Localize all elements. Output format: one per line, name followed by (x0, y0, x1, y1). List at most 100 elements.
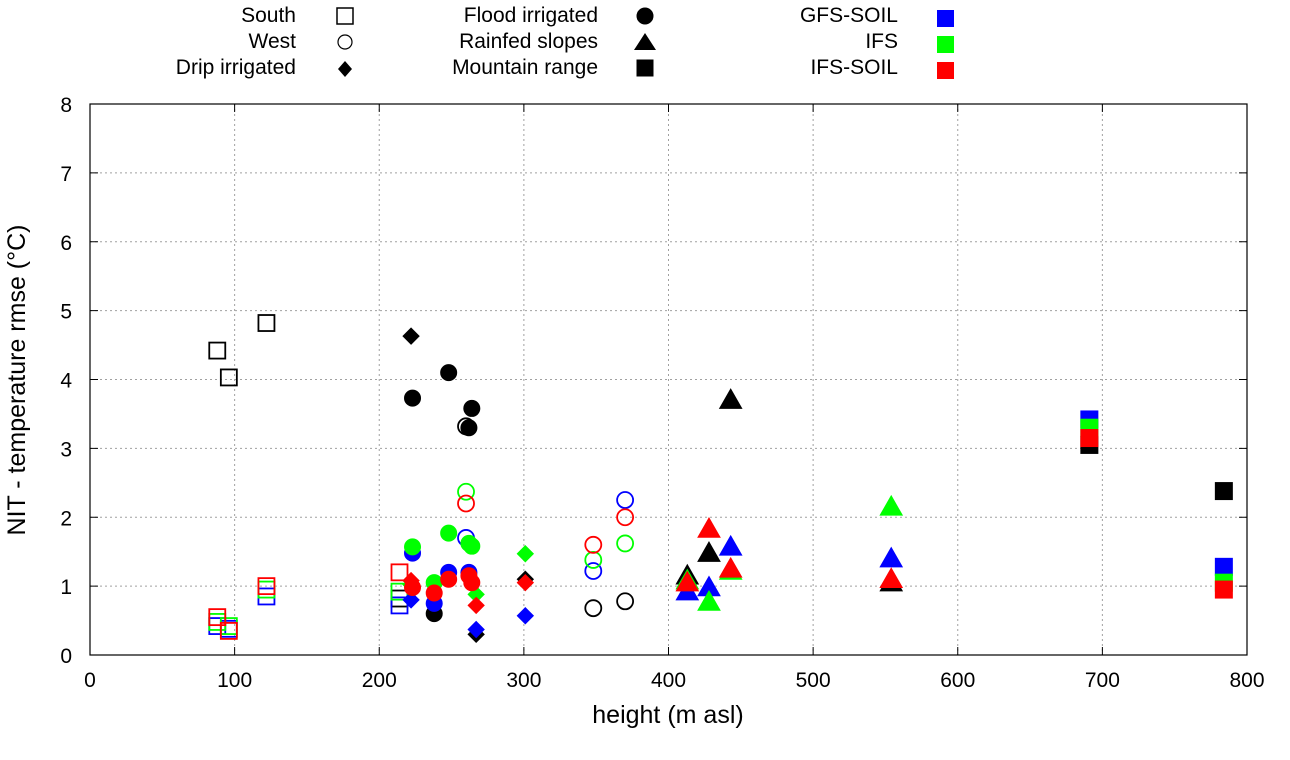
data-point (404, 538, 422, 556)
series-south-ifs (208, 580, 409, 635)
data-point (460, 419, 478, 437)
data-point (457, 482, 475, 501)
y-tick-label: 3 (60, 438, 72, 461)
series-mountain-range-nit (1080, 435, 1233, 501)
data-point (616, 491, 635, 509)
series-mountain-range-ifs (1080, 418, 1233, 592)
data-point (440, 570, 458, 588)
legend-label: IFS-SOIL (810, 56, 898, 79)
data-point (463, 537, 481, 555)
data-point (1214, 557, 1233, 576)
x-tick-label: 100 (217, 669, 252, 692)
data-point (879, 546, 904, 568)
y-tick-label: 0 (60, 645, 72, 668)
data-point (718, 534, 743, 556)
data-point (208, 341, 227, 360)
series-mountain-range-gfs-soil (1080, 410, 1233, 576)
data-point (457, 494, 475, 513)
legend-label: GFS-SOIL (800, 4, 898, 27)
data-point (219, 368, 238, 387)
x-tick-label: 300 (506, 669, 541, 692)
data-point (463, 399, 481, 417)
data-point (584, 551, 603, 569)
data-point (697, 516, 721, 538)
data-point (616, 508, 635, 527)
data-point (879, 494, 904, 516)
data-point (219, 621, 238, 640)
x-tick-label: 0 (84, 669, 96, 692)
x-tick-label: 500 (796, 669, 831, 692)
legend-marker-circle (337, 34, 353, 50)
data-point (516, 607, 535, 625)
data-point (584, 599, 603, 618)
series-drip-irrigated-nit (402, 327, 535, 644)
series-south-ifs-soil (208, 563, 409, 640)
data-point (402, 327, 420, 345)
data-point (425, 584, 443, 602)
data-points (208, 314, 1233, 644)
legend-marker-triangle (634, 33, 656, 50)
data-point (1214, 580, 1233, 599)
data-point (697, 589, 721, 611)
data-point (390, 563, 409, 582)
axis-ticks: 0 100 200 300 400 500 600 700 800 0 1 2 3 4 5 6 7 8 (60, 94, 1264, 692)
legend-label: Drip irrigated (176, 56, 296, 79)
x-tick-label: 400 (651, 669, 686, 692)
data-point (1080, 429, 1099, 448)
data-point (208, 608, 227, 627)
y-tick-label: 4 (60, 370, 72, 393)
data-point (516, 573, 535, 592)
x-tick-label: 600 (940, 669, 975, 692)
data-point (257, 577, 276, 596)
y-tick-label: 5 (60, 301, 72, 324)
y-tick-label: 6 (60, 232, 72, 255)
data-point (257, 587, 276, 606)
data-point (718, 388, 743, 409)
legend-label: IFS (865, 30, 898, 53)
legend: South West Drip irrigated Flood irrigated Ra… (176, 4, 954, 79)
y-tick-label: 1 (60, 576, 72, 599)
data-point (440, 364, 458, 382)
series-west-ifs (457, 482, 635, 569)
series-south-gfs-soil (208, 587, 409, 638)
data-point (257, 314, 276, 332)
legend-marker-square (336, 7, 354, 25)
data-point (463, 574, 481, 592)
legend-color-swatch (937, 36, 954, 53)
data-point (718, 556, 743, 578)
data-point (404, 579, 422, 597)
x-tick-label: 200 (362, 669, 397, 692)
data-point (675, 570, 700, 592)
data-point (404, 389, 422, 407)
data-point (616, 592, 635, 611)
y-tick-label: 7 (60, 163, 72, 186)
data-point (467, 596, 485, 615)
data-point (467, 620, 485, 639)
series-drip-irrigated-gfs-soil (402, 591, 535, 639)
y-tick-label: 8 (60, 94, 72, 117)
x-axis-label: height (m asl) (592, 701, 743, 729)
legend-marker-circle (636, 7, 654, 25)
y-tick-label: 2 (60, 507, 72, 530)
legend-label: Rainfed slopes (459, 30, 598, 53)
data-point (440, 524, 458, 542)
grid-lines (90, 104, 1247, 655)
data-point (257, 580, 276, 599)
legend-label: West (249, 30, 297, 53)
legend-label: Flood irrigated (464, 4, 598, 27)
legend-color-swatch (937, 62, 954, 79)
legend-marker-square (636, 59, 654, 77)
data-point (616, 534, 635, 553)
legend-color-swatch (937, 10, 954, 27)
data-point (208, 613, 227, 631)
series-south-nit (208, 314, 409, 608)
series-flood-irrigated-ifs-soil (404, 567, 481, 602)
data-point (516, 545, 535, 563)
data-point (584, 562, 603, 580)
series-rainfed-slopes-ifs-soil (675, 516, 904, 592)
series-west-gfs-soil (457, 491, 635, 580)
data-point (390, 596, 409, 615)
legend-label: Mountain range (452, 56, 598, 79)
data-point (402, 591, 420, 609)
data-point (1214, 482, 1233, 501)
